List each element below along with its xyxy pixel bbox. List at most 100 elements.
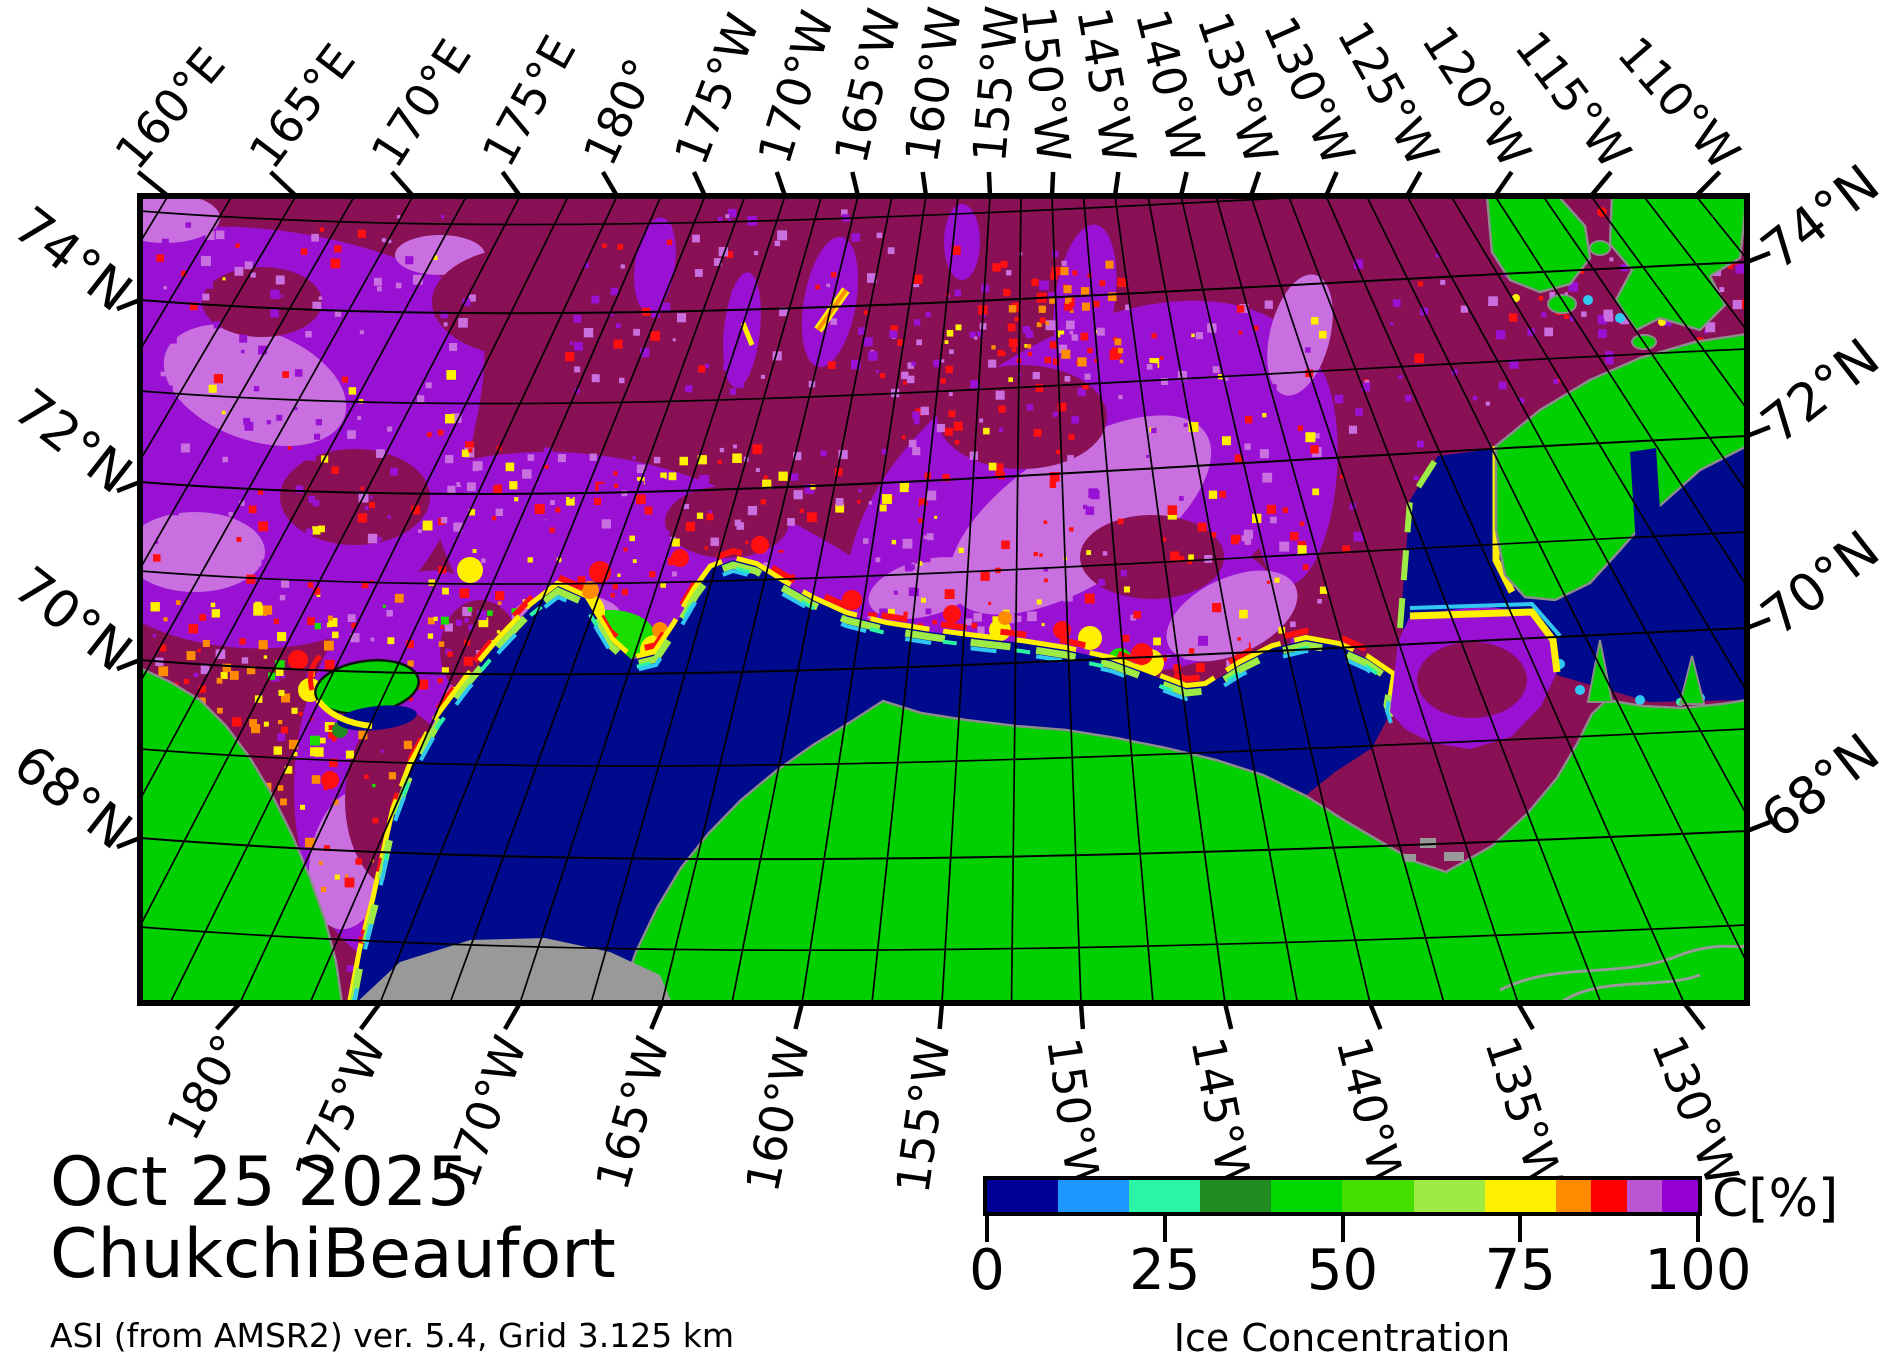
speckle	[1250, 610, 1260, 620]
cape-peninsula	[1586, 639, 1614, 703]
speckle	[495, 508, 503, 517]
speckle	[215, 230, 225, 240]
speckle	[453, 522, 463, 532]
speckle	[319, 227, 324, 232]
speckle	[1161, 377, 1169, 386]
speckle	[160, 371, 166, 377]
speckle	[168, 385, 173, 391]
parallel-line	[140, 261, 1747, 315]
speckle	[342, 421, 352, 431]
speckle	[344, 877, 355, 888]
speckle	[660, 472, 667, 479]
speckle	[472, 461, 483, 472]
speckle	[417, 395, 425, 403]
speckle	[723, 364, 729, 371]
speckle	[413, 274, 423, 285]
edge-fringe-red	[349, 547, 1395, 995]
speckle	[197, 648, 201, 653]
speckle	[258, 521, 269, 532]
speckle	[411, 505, 420, 515]
speckle	[868, 508, 874, 514]
speckle	[734, 519, 742, 526]
speckle	[1195, 663, 1205, 673]
speckle	[954, 440, 960, 445]
bay-fringe	[1397, 454, 1441, 629]
parallel-line	[140, 348, 1747, 405]
maroon-patch	[665, 486, 789, 558]
speckle	[991, 514, 995, 518]
speckle	[330, 258, 341, 269]
speckle	[1173, 663, 1182, 672]
speckle	[1735, 263, 1745, 274]
meridian-line	[449, 196, 746, 1003]
speckle	[155, 540, 159, 544]
speckle	[902, 538, 913, 549]
speckle	[1097, 319, 1105, 328]
island	[1547, 294, 1577, 314]
speckle	[544, 464, 549, 469]
speckle	[280, 798, 287, 806]
speckle	[1485, 401, 1490, 406]
speckle	[1553, 379, 1559, 385]
speckle	[543, 447, 553, 457]
colorbar-seg-60-70	[1413, 1180, 1485, 1212]
speckle	[372, 817, 379, 824]
speckle	[1105, 260, 1114, 269]
speckle	[1209, 424, 1216, 431]
speckle	[961, 220, 968, 226]
speckle	[676, 313, 687, 323]
speckle	[903, 611, 908, 616]
speckle	[583, 327, 594, 338]
cape-peninsula	[1678, 655, 1706, 705]
speckle	[318, 296, 323, 300]
speckle	[294, 369, 303, 377]
speckle	[367, 533, 378, 544]
island	[1485, 196, 1592, 294]
speckle	[254, 542, 263, 551]
speckle	[1117, 348, 1124, 354]
speckle	[347, 614, 356, 622]
speckle	[351, 569, 361, 578]
speckle	[1063, 591, 1073, 602]
speckle	[225, 364, 231, 370]
speckle	[717, 460, 722, 465]
speckle	[426, 424, 431, 429]
speckle	[1225, 324, 1231, 331]
speckle	[1318, 330, 1327, 339]
speckle	[345, 560, 356, 571]
speckle	[697, 455, 707, 465]
speckle	[316, 593, 321, 597]
speckle	[1266, 416, 1275, 425]
colorbar-tick-100	[1696, 1216, 1700, 1242]
speckle	[313, 394, 319, 399]
speckle	[936, 423, 946, 433]
purple-blob	[634, 217, 676, 313]
speckle	[1053, 358, 1060, 365]
speckle	[1154, 457, 1163, 467]
speckle	[221, 410, 226, 415]
speckle	[496, 630, 501, 634]
speckle	[918, 518, 923, 523]
speckle	[566, 496, 575, 506]
speckle	[940, 359, 945, 363]
speckle	[1048, 574, 1056, 582]
speckle	[328, 725, 334, 731]
speckle	[437, 429, 444, 436]
speckle	[820, 450, 827, 457]
speckle	[199, 614, 207, 621]
speckle	[1279, 541, 1290, 552]
channel-dot	[1583, 295, 1593, 305]
speckle	[258, 567, 266, 574]
speckle	[403, 576, 409, 581]
speckle	[542, 520, 548, 526]
speckle	[1719, 287, 1725, 293]
speckle	[427, 617, 435, 625]
speckle	[1104, 249, 1111, 255]
colorbar-seg-0-10	[987, 1180, 1059, 1212]
speckle	[653, 456, 661, 464]
speckle	[942, 474, 950, 482]
speckle	[1305, 347, 1311, 353]
speckle	[477, 610, 487, 621]
meridian-line	[1250, 196, 1519, 1003]
delta-speck	[1444, 852, 1464, 861]
